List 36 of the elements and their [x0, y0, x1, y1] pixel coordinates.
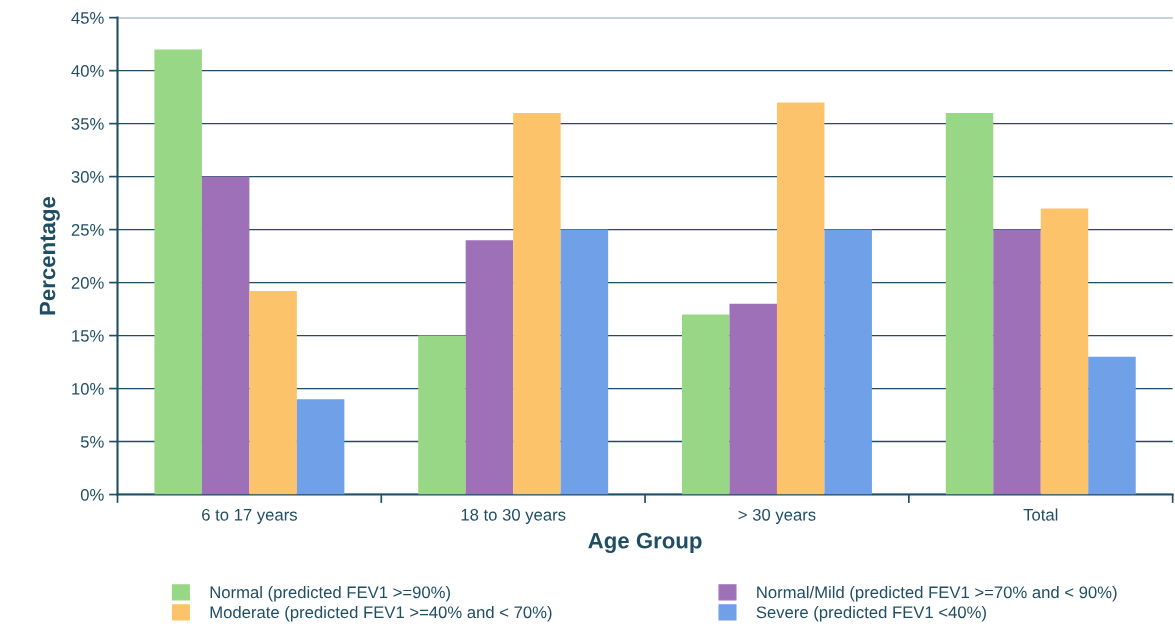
legend-label: Normal/Mild (predicted FEV1 >=70% and < 90%) [757, 586, 1117, 602]
y-tick-label: 45% [71, 12, 104, 24]
legend-label: Severe (predicted FEV1 <40%) [756, 605, 986, 622]
bar [993, 229, 1041, 495]
bar [249, 291, 297, 495]
y-tick-label: 35% [71, 118, 104, 130]
x-axis-title: Age Group [588, 532, 702, 554]
y-tick-label: 40% [71, 65, 104, 77]
bar [201, 176, 250, 495]
bar [154, 49, 202, 495]
bar [465, 240, 514, 495]
bar [418, 335, 466, 495]
legend-label: Moderate (predicted FEV1 >=40% and < 70%) [210, 605, 552, 622]
bar [1040, 208, 1089, 495]
bar [945, 113, 994, 495]
y-tick-label: 5% [80, 436, 104, 448]
y-tick-label: 30% [71, 171, 104, 183]
bar [296, 399, 345, 495]
bar [682, 314, 730, 495]
bar [776, 102, 825, 495]
bar [560, 229, 609, 495]
x-tick-label: 6 to 17 years [202, 508, 297, 524]
bar [1088, 356, 1136, 495]
y-tick-label: 25% [71, 224, 104, 236]
x-tick-label: 18 to 30 years [461, 508, 566, 524]
x-tick-label: > 30 years [738, 508, 816, 524]
y-tick-label: 0% [80, 488, 104, 501]
legend-label: Normal (predicted FEV1 >=90%) [210, 586, 450, 602]
x-tick-label: Total [1023, 508, 1058, 521]
y-tick-label: 10% [72, 382, 104, 395]
bar [729, 303, 777, 495]
y-tick-label: 20% [71, 276, 104, 289]
y-axis-title: Percentage [39, 196, 60, 315]
y-tick-label: 15% [72, 330, 104, 342]
bar [824, 229, 872, 495]
bar [513, 113, 561, 495]
